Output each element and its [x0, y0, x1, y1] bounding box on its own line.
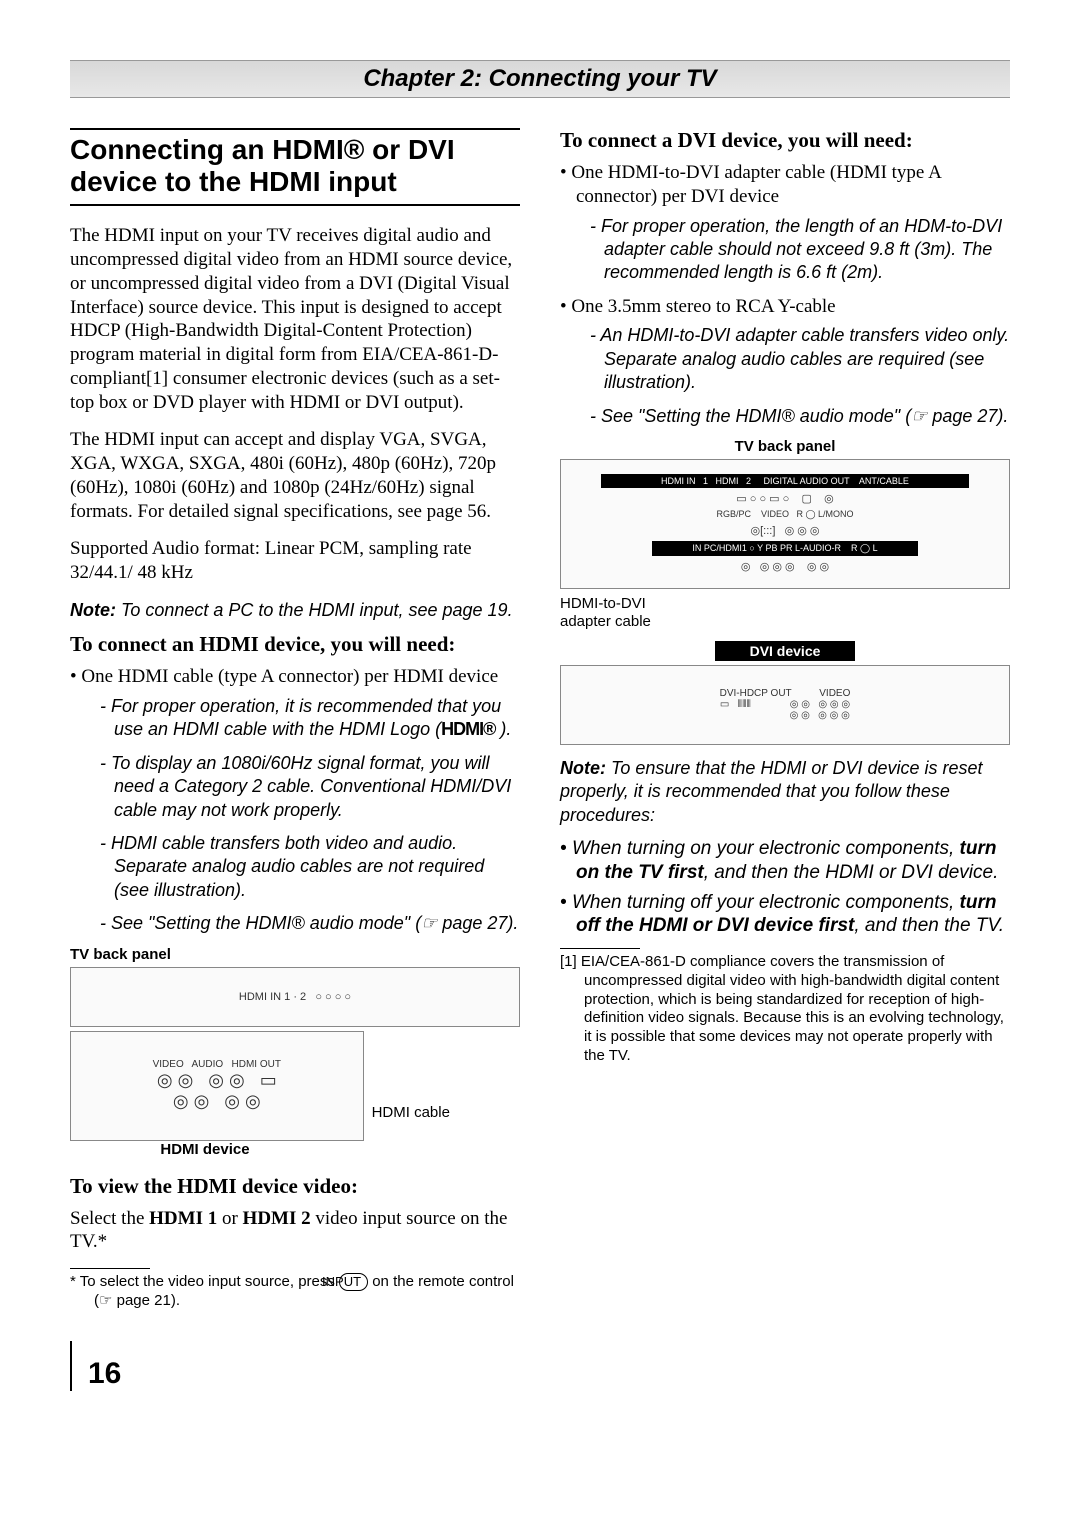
hdmi-needs-list: One HDMI cable (type A connector) per HD… [70, 665, 520, 689]
para4-mid: or [217, 1208, 242, 1229]
nb2-b: , and then the TV. [854, 915, 1004, 936]
subhead-connect-dvi: To connect a DVI device, you will need: [560, 128, 1010, 153]
nb2-a: When turning off your electronic compone… [572, 892, 960, 913]
note-body: To connect a PC to the HDMI input, see p… [116, 600, 513, 620]
dash-category2: - To display an 1080i/60Hz signal format… [70, 752, 520, 822]
hdmi-device-caption: HDMI device [70, 1141, 340, 1158]
chapter-header: Chapter 2: Connecting your TV [70, 60, 1010, 98]
dvi-needs-list-2: One 3.5mm stereo to RCA Y-cable [560, 295, 1010, 319]
note-lead: Note: [70, 600, 116, 620]
procedure-turn-off: When turning off your electronic compone… [560, 891, 1010, 939]
hdmi2-label: HDMI 2 [243, 1208, 311, 1229]
tv-back-panel-label-left: TV back panel [70, 946, 520, 963]
nb1-a: When turning on your electronic componen… [572, 838, 960, 859]
subhead-connect-hdmi: To connect an HDMI device, you will need… [70, 632, 520, 657]
note-lead-right: Note: [560, 758, 606, 778]
page-number: 16 [70, 1341, 1010, 1391]
section-title: Connecting an HDMI® or DVI device to the… [70, 128, 520, 206]
tv-back-panel-dvi-graphic: HDMI IN 1 HDMI 2 DIGITAL AUDIO OUT ANT/C… [560, 459, 1010, 589]
note-reset-procedures: Note: To ensure that the HDMI or DVI dev… [560, 757, 1010, 827]
hdmi-connection-diagram: HDMI IN 1 · 2 ○ ○ ○ ○ VIDEO AUDIO HDMI O… [70, 967, 520, 1158]
bullet-ycable: One 3.5mm stereo to RCA Y-cable [560, 295, 1010, 319]
bullet-hdmi-cable: One HDMI cable (type A connector) per HD… [70, 665, 520, 689]
bullet-dvi-adapter: One HDMI-to-DVI adapter cable (HDMI type… [560, 161, 1010, 209]
right-column: To connect a DVI device, you will need: … [560, 128, 1010, 1311]
left-column: Connecting an HDMI® or DVI device to the… [70, 128, 520, 1311]
dash-dvi-length: - For proper operation, the length of an… [560, 215, 1010, 285]
dash-see-audio-mode: - See "Setting the HDMI® audio mode" (☞ … [70, 912, 520, 935]
footnote-input-source: * To select the video input source, pres… [70, 1273, 520, 1311]
dvi-connection-diagram: HDMI IN 1 HDMI 2 DIGITAL AUDIO OUT ANT/C… [560, 459, 1010, 745]
tv-back-panel-graphic: HDMI IN 1 · 2 ○ ○ ○ ○ [70, 967, 520, 1027]
dvi-device-graphic: DVI-HDCP OUT VIDEO▭ ⦀⦀⦀ ◎ ◎ ◎ ◎ ◎ ◎ ◎ ◎ … [560, 665, 1010, 745]
dvi-needs-list-1: One HDMI-to-DVI adapter cable (HDMI type… [560, 161, 1010, 209]
hdmi-logo-icon: HDMI® [441, 719, 495, 739]
dash-hdmi-logo: - For proper operation, it is recommende… [70, 695, 520, 742]
adapter-cable-caption: HDMI-to-DVI adapter cable [560, 595, 670, 631]
hdmi1-label: HDMI 1 [149, 1208, 217, 1229]
paragraph-audio-format: Supported Audio format: Linear PCM, samp… [70, 537, 520, 585]
dash-video-audio: - HDMI cable transfers both video and au… [70, 832, 520, 902]
hdmi-cable-caption: HDMI cable [372, 1104, 520, 1141]
hdmi-device-graphic: VIDEO AUDIO HDMI OUT ◎ ◎ ◎ ◎ ▭ ◎ ◎ ◎ ◎ [70, 1031, 364, 1141]
paragraph-select-input: Select the HDMI 1 or HDMI 2 video input … [70, 1207, 520, 1255]
reset-procedures-list: When turning on your electronic componen… [560, 837, 1010, 938]
footnote-rule-left [70, 1268, 150, 1269]
note-connect-pc: Note: To connect a PC to the HDMI input,… [70, 599, 520, 622]
para4-a: Select the [70, 1208, 149, 1229]
procedure-turn-on: When turning on your electronic componen… [560, 837, 1010, 885]
subhead-view-hdmi: To view the HDMI device video: [70, 1174, 520, 1199]
footnote-eia-cea: [1] EIA/CEA-861-D compliance covers the … [560, 953, 1010, 1066]
tv-back-panel-label-right: TV back panel [560, 438, 1010, 455]
footnote-rule-right [560, 948, 640, 949]
input-button-icon: INPUT [339, 1273, 368, 1291]
foot-left-a: * To select the video input source, pres… [70, 1273, 339, 1290]
dvi-device-caption: DVI device [715, 641, 855, 661]
nb1-b: , and then the HDMI or DVI device. [704, 862, 999, 883]
two-column-layout: Connecting an HDMI® or DVI device to the… [70, 128, 1010, 1311]
dash-dvi-audio-mode: - See "Setting the HDMI® audio mode" (☞ … [560, 405, 1010, 428]
note-body-right: To ensure that the HDMI or DVI device is… [560, 758, 983, 825]
paragraph-intro-1: The HDMI input on your TV receives digit… [70, 224, 520, 414]
dash-text-end: ). [495, 719, 511, 739]
dash-dvi-video-only: - An HDMI-to-DVI adapter cable transfers… [560, 324, 1010, 394]
paragraph-intro-2: The HDMI input can accept and display VG… [70, 428, 520, 523]
